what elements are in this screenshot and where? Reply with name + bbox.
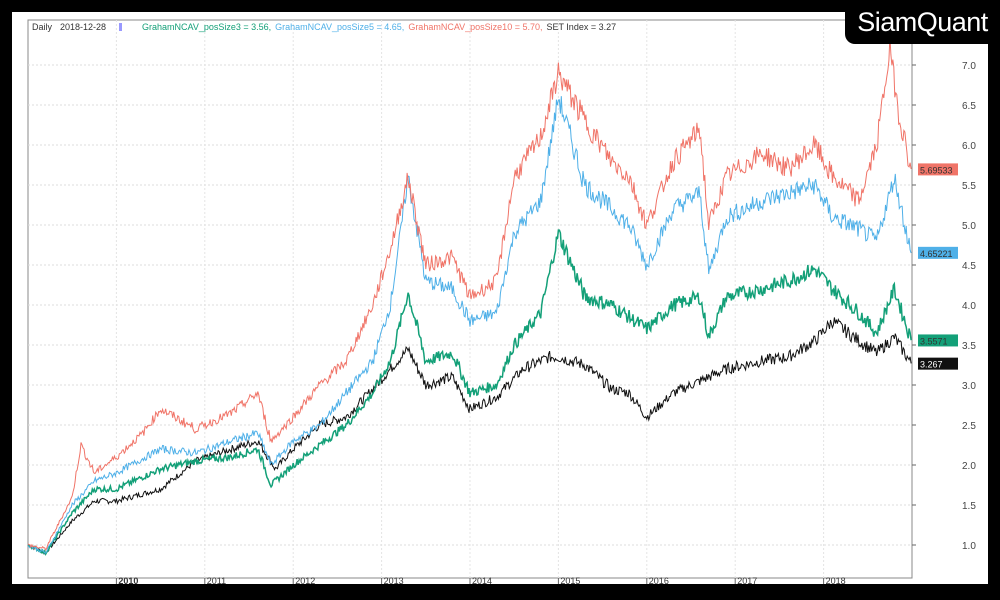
x-tick-label: 2015 bbox=[560, 576, 580, 584]
x-tick-label: 2012 bbox=[295, 576, 315, 584]
series-line-set bbox=[27, 317, 912, 555]
y-tick-label: 7.0 bbox=[962, 61, 976, 72]
y-tick-label: 6.5 bbox=[962, 101, 976, 112]
last-value-badge-posSize5 bbox=[918, 246, 958, 259]
series-line-posSize10 bbox=[27, 36, 912, 551]
last-value-label-posSize10: 5.69533 bbox=[920, 165, 953, 175]
period-label: Daily bbox=[32, 22, 53, 32]
siamquant-logo: SiamQuant bbox=[845, 0, 1000, 44]
last-value-badge-posSize10 bbox=[918, 163, 958, 176]
x-tick-label: 2017 bbox=[737, 576, 757, 584]
x-tick-label: 2014 bbox=[472, 576, 492, 584]
last-value-badge-posSize3 bbox=[918, 334, 958, 347]
legend-posSize10: GrahamNCAV_posSize10 = 5.70, bbox=[408, 22, 542, 32]
y-tick-label: 1.0 bbox=[962, 541, 976, 552]
y-tick-label: 1.5 bbox=[962, 501, 976, 512]
marker-icon bbox=[119, 23, 122, 31]
legend-posSize3: GrahamNCAV_posSize3 = 3.56, bbox=[142, 22, 271, 32]
line-chart: 1.0 1.5 2.0 2.5 3.0 3.5 4.0 4.5 5.0 5.5 6.0 6.5 7.0 2… bbox=[27, 19, 976, 584]
x-tick-label: 2010 bbox=[118, 576, 138, 584]
last-value-label-posSize5: 4.65221 bbox=[920, 249, 953, 259]
y-tick-label: 2.5 bbox=[962, 421, 976, 432]
series-line-posSize3 bbox=[27, 229, 912, 557]
y-tick-label: 2.0 bbox=[962, 461, 976, 472]
x-tick-label: 2016 bbox=[649, 576, 669, 584]
plot-frame bbox=[27, 19, 913, 579]
y-tick-label: 4.0 bbox=[962, 301, 976, 312]
date-label: 2018-12-28 bbox=[60, 22, 106, 32]
chart-panel: 1.0 1.5 2.0 2.5 3.0 3.5 4.0 4.5 5.0 5.5 6.0 6.5 7.0 2… bbox=[12, 12, 988, 584]
last-value-badge-set bbox=[918, 357, 958, 370]
x-tick-label: 2013 bbox=[384, 576, 404, 584]
y-tick-label: 3.5 bbox=[962, 341, 976, 352]
last-value-label-set: 3.267 bbox=[920, 360, 943, 370]
y-tick-label: 6.0 bbox=[962, 141, 976, 152]
x-tick-label: 2011 bbox=[207, 576, 226, 584]
legend-posSize5: GrahamNCAV_posSize5 = 4.65, bbox=[275, 22, 404, 32]
y-tick-label: 5.5 bbox=[962, 181, 976, 192]
legend-set: SET Index = 3.27 bbox=[546, 22, 616, 32]
y-tick-label: 4.5 bbox=[962, 261, 976, 272]
last-value-label-posSize3: 3.5571 bbox=[920, 336, 948, 346]
series-line-posSize5 bbox=[27, 96, 912, 554]
x-tick-label: 2018 bbox=[826, 576, 846, 584]
y-tick-label: 3.0 bbox=[962, 381, 976, 392]
y-tick-label: 5.0 bbox=[962, 221, 976, 232]
